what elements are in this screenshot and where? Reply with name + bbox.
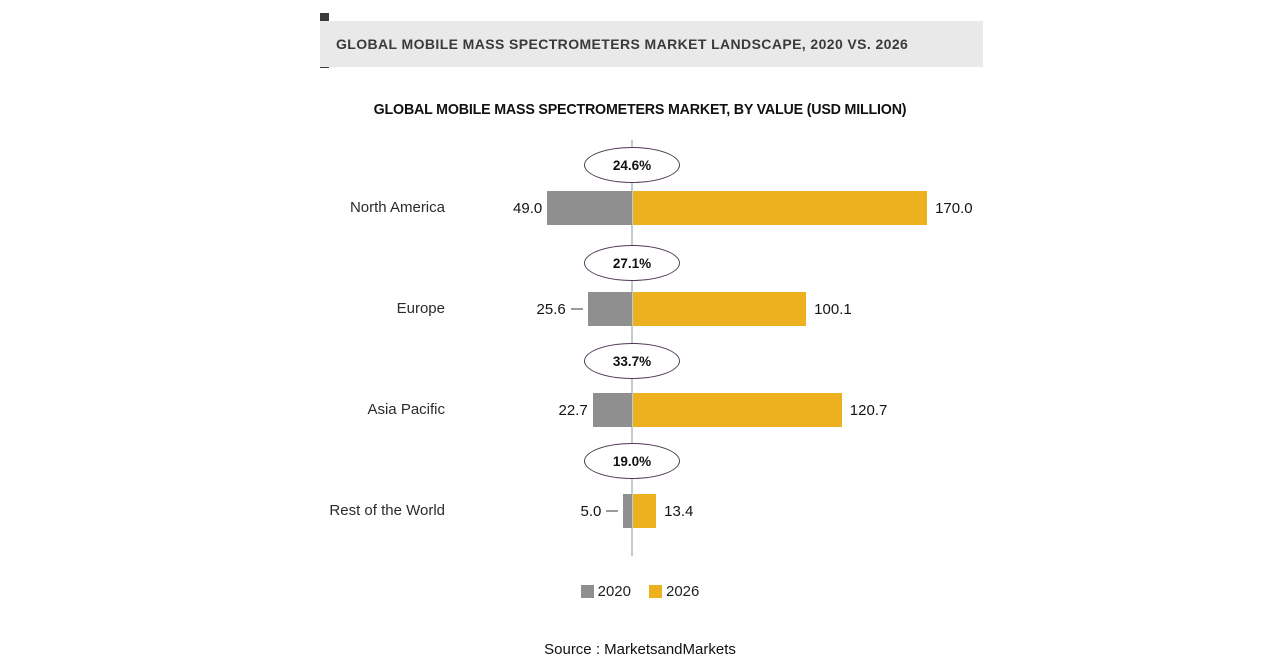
source-attribution: Source : MarketsandMarkets	[544, 641, 736, 658]
bar-group-2020: 5.0	[580, 494, 632, 528]
value-label-2020: 22.7	[558, 401, 588, 419]
leader-line	[606, 510, 619, 512]
bar-2026	[633, 292, 807, 326]
bar-2020	[547, 191, 632, 225]
cagr-label: 24.6%	[612, 157, 652, 173]
value-label-2026: 13.4	[664, 502, 694, 520]
legend-swatch-2020	[580, 585, 594, 598]
category-label: Asia Pacific	[367, 401, 445, 418]
value-label-2020: 25.6	[536, 300, 566, 318]
legend-label-2026: 2026	[666, 583, 700, 600]
cagr-label: 33.7%	[612, 353, 652, 369]
bar-group-2020: 22.7	[559, 393, 632, 427]
category-label: North America	[349, 199, 445, 216]
bar-2020	[587, 292, 632, 326]
bar-group-2026: 170.0	[633, 191, 973, 225]
cagr-label: 27.1%	[612, 255, 652, 271]
bar-2020	[592, 393, 632, 427]
cagr-ellipse: 24.6%	[584, 147, 680, 183]
bar-group-2026: 13.4	[633, 494, 693, 528]
cagr-ellipse: 33.7%	[584, 343, 680, 379]
category-label: Rest of the World	[329, 502, 445, 519]
bar-group-2020: 49.0	[513, 191, 632, 225]
legend-swatch-2026	[649, 585, 662, 598]
bar-2026	[633, 494, 657, 528]
bar-group-2026: 100.1	[633, 292, 852, 326]
legend-item-2020: 2020	[580, 583, 631, 600]
header-banner: GLOBAL MOBILE MASS SPECTROMETERS MARKET …	[320, 21, 983, 67]
value-label-2020: 49.0	[513, 199, 543, 217]
bar-2020	[623, 494, 632, 528]
leader-line	[570, 308, 583, 310]
bar-group-2020: 25.6	[537, 292, 632, 326]
value-label-2020: 5.0	[580, 502, 602, 520]
bar-group-2026: 120.7	[633, 393, 887, 427]
category-label: Europe	[396, 300, 445, 317]
legend-item-2026: 2026	[649, 583, 699, 600]
bar-2026	[633, 393, 842, 427]
cagr-ellipse: 27.1%	[584, 245, 680, 281]
bar-2026	[633, 191, 928, 225]
cagr-label: 19.0%	[612, 453, 652, 469]
value-label-2026: 170.0	[935, 199, 973, 217]
legend-label-2020: 2020	[597, 583, 631, 600]
header-corner-accent-top	[320, 13, 329, 21]
value-label-2026: 100.1	[814, 300, 852, 318]
value-label-2026: 120.7	[849, 401, 888, 419]
page-title: GLOBAL MOBILE MASS SPECTROMETERS MARKET …	[336, 36, 909, 52]
legend: 2020 2026	[0, 583, 1280, 600]
chart-subtitle: GLOBAL MOBILE MASS SPECTROMETERS MARKET,…	[373, 101, 907, 118]
cagr-ellipse: 19.0%	[584, 443, 680, 479]
